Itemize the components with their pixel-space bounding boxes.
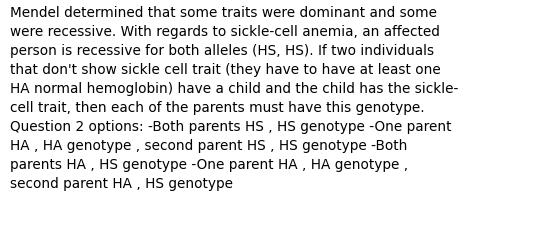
Text: Mendel determined that some traits were dominant and some
were recessive. With r: Mendel determined that some traits were …	[10, 6, 459, 190]
